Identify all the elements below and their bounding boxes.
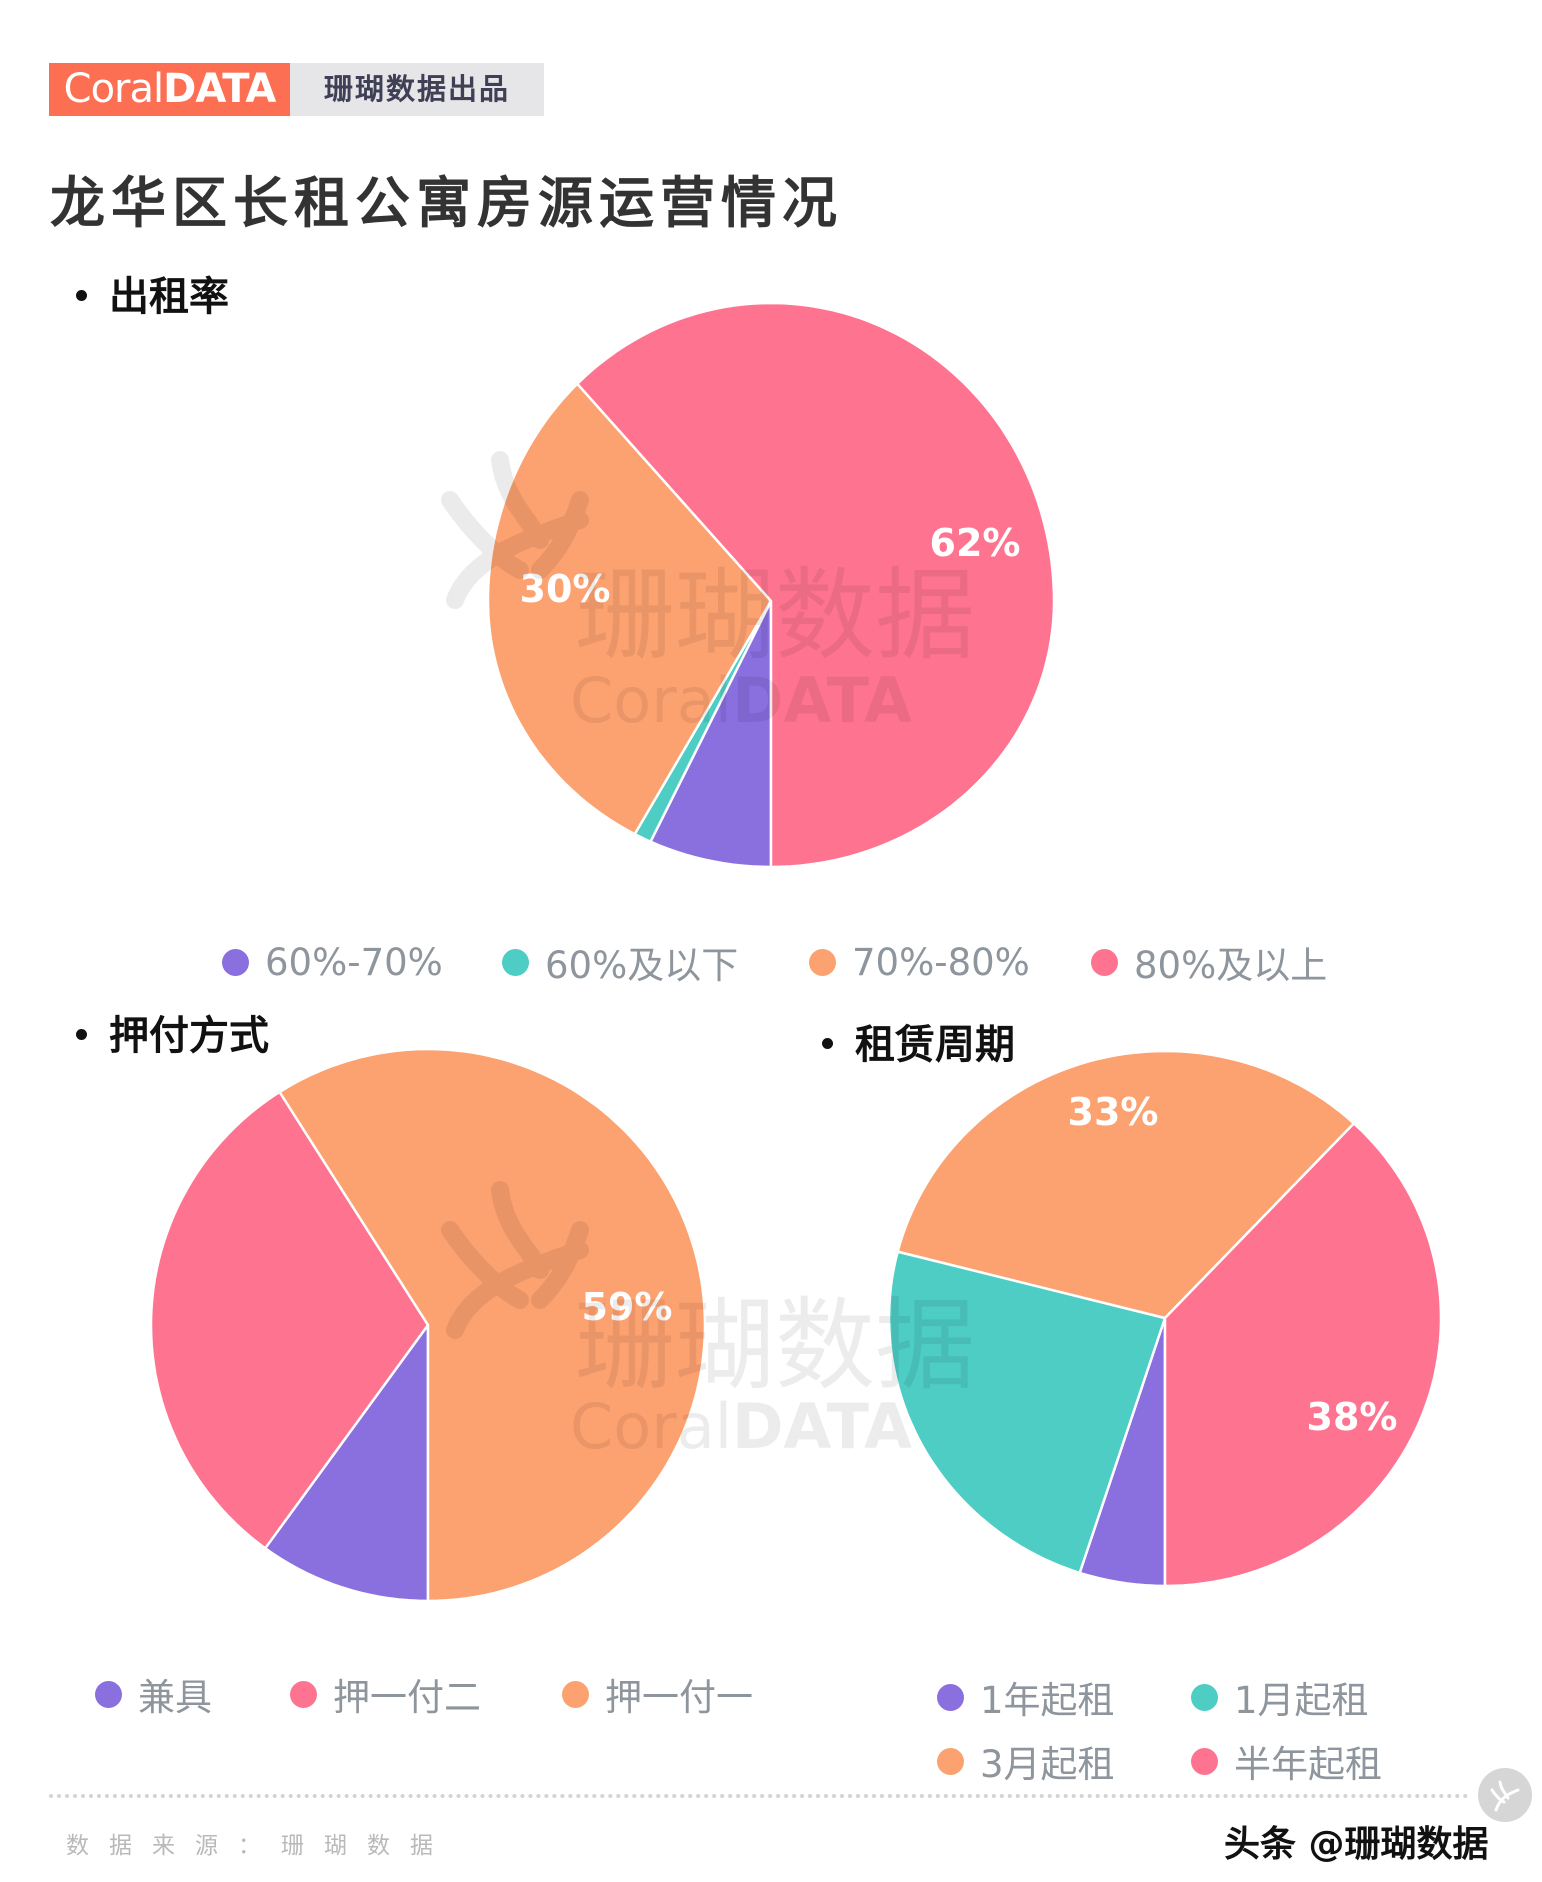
watermark-text-cn: 珊瑚数据: [575, 1287, 975, 1404]
legend-item[interactable]: 3月起租: [937, 1734, 1191, 1788]
pie-chart-payment: 59%: [149, 1047, 707, 1603]
legend-item[interactable]: 兼具: [95, 1667, 290, 1721]
coral-branch-icon: [1490, 1780, 1520, 1812]
watermark-text-en: CoralDATA: [570, 1390, 912, 1463]
legend-dot-icon: [1191, 1747, 1218, 1775]
legend-label: 60%-70%: [265, 940, 443, 984]
pie-data-label: 30%: [520, 567, 611, 611]
legend-label: 80%及以上: [1134, 944, 1328, 987]
legend-label: 60%及以下: [545, 944, 739, 987]
pie-slice[interactable]: [1163, 1122, 1443, 1588]
watermark-en-light: Coral: [570, 664, 732, 737]
legend-label: 1月起租: [1234, 1679, 1369, 1722]
legend-item[interactable]: 押一付一: [562, 1667, 753, 1721]
watermark-text-cn: 珊瑚数据: [575, 557, 975, 674]
pie-data-label: 59%: [582, 1285, 673, 1329]
footer-divider: [49, 1794, 1469, 1798]
pie-slice[interactable]: [278, 1047, 707, 1603]
legend-dot-icon: [809, 948, 836, 976]
legend-label: 70%-80%: [852, 940, 1030, 984]
section-title-text: 出租率: [109, 274, 229, 320]
pie-data-label: 62%: [930, 521, 1021, 565]
legend-item[interactable]: 半年起租: [1191, 1734, 1382, 1788]
pie-slice[interactable]: [896, 1049, 1356, 1320]
pie-slice[interactable]: [263, 1323, 430, 1603]
bullet-icon: [822, 1037, 833, 1049]
data-source: 数据来源：珊瑚数据: [66, 1833, 453, 1859]
pie-slice[interactable]: [887, 1250, 1167, 1575]
legend-lease: 1年起租 1月起租 3月起租 半年起租: [937, 1670, 1382, 1788]
bullet-icon: [76, 1028, 87, 1040]
platform-credit: 头条 @珊瑚数据: [1224, 1824, 1489, 1865]
coral-avatar-icon: [1478, 1768, 1532, 1822]
coraldata-logo: CoralDATA: [49, 63, 290, 116]
logo-tagline: 珊瑚数据出品: [290, 63, 544, 116]
legend-label: 1年起租: [980, 1679, 1115, 1722]
logo-text-bold: DATA: [163, 66, 276, 112]
watermark: 珊瑚数据 CoralDATA: [570, 557, 975, 737]
pie-chart-occupancy: 30% 62%: [486, 301, 1056, 869]
legend-label: 3月起租: [980, 1743, 1115, 1786]
legend-item[interactable]: 押一付二: [290, 1667, 562, 1721]
legend-label: 兼具: [138, 1676, 212, 1719]
pie-data-label: 38%: [1307, 1395, 1398, 1439]
legend-dot-icon: [95, 1680, 122, 1708]
legend-label: 半年起租: [1234, 1743, 1382, 1786]
section-title-payment: 押付方式: [76, 1003, 269, 1061]
legend-item[interactable]: 70%-80%: [809, 935, 1091, 989]
pie-slice[interactable]: [576, 301, 1056, 869]
watermark-logo-icon: [441, 1181, 589, 1339]
pie-slice[interactable]: [649, 599, 773, 869]
legend-dot-icon: [937, 1683, 964, 1711]
legend-dot-icon: [562, 1680, 589, 1708]
legend-dot-icon: [290, 1680, 317, 1708]
bullet-icon: [76, 289, 87, 301]
pie-slice[interactable]: [149, 1090, 430, 1550]
section-title-text: 租赁周期: [855, 1022, 1015, 1068]
watermark-text-en: CoralDATA: [570, 664, 912, 737]
section-title-occupancy: 出租率: [76, 264, 229, 322]
legend-dot-icon: [502, 948, 529, 976]
legend-dot-icon: [1091, 948, 1118, 976]
pie-slice[interactable]: [486, 382, 773, 836]
legend-item[interactable]: 80%及以上: [1091, 935, 1327, 989]
legend-item[interactable]: 1月起租: [1191, 1670, 1382, 1724]
legend-occupancy: 60%-70% 60%及以下 70%-80% 80%及以上: [222, 935, 1327, 989]
pie-data-label: 33%: [1068, 1090, 1159, 1134]
watermark-en-light: Coral: [570, 1390, 732, 1463]
section-title-lease: 租赁周期: [822, 1012, 1015, 1070]
legend-dot-icon: [937, 1747, 964, 1775]
legend-payment: 兼具 押一付二 押一付一: [95, 1667, 753, 1721]
page-title: 龙华区长租公寓房源运营情况: [50, 171, 844, 235]
section-title-text: 押付方式: [109, 1013, 269, 1059]
watermark-en-bold: DATA: [732, 664, 912, 737]
legend-label: 押一付一: [605, 1676, 753, 1719]
legend-item[interactable]: 60%及以下: [502, 935, 809, 989]
legend-dot-icon: [222, 948, 249, 976]
watermark-logo-icon: [441, 451, 589, 609]
pie-chart-lease: 33% 38%: [887, 1049, 1443, 1588]
watermark-en-bold: DATA: [732, 1390, 912, 1463]
legend-item[interactable]: 1年起租: [937, 1670, 1191, 1724]
logo-text-light: Coral: [63, 66, 164, 112]
legend-item[interactable]: 60%-70%: [222, 935, 502, 989]
legend-dot-icon: [1191, 1683, 1218, 1711]
legend-label: 押一付二: [333, 1676, 481, 1719]
watermark: 珊瑚数据 CoralDATA: [570, 1287, 975, 1463]
